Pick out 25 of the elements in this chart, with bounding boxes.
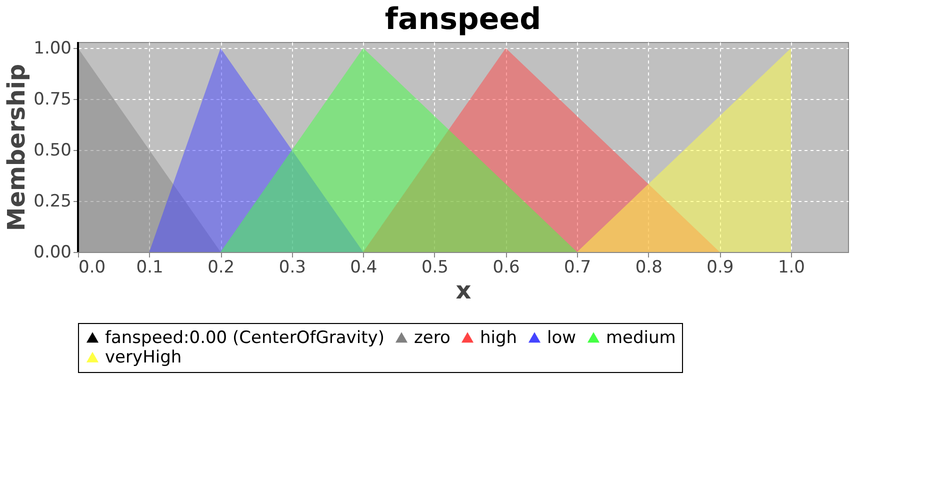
legend-label: high <box>480 328 518 348</box>
legend-label: zero <box>414 328 450 348</box>
y-tick-label: 0.75 <box>34 90 72 110</box>
x-tick-label: 0.0 <box>78 258 106 278</box>
x-tick-label: 0.5 <box>421 258 449 278</box>
x-tick-label: 0.2 <box>208 258 235 278</box>
x-axis-title: x <box>456 276 472 304</box>
x-tick-label: 0.9 <box>706 258 734 278</box>
legend-label: fanspeed:0.00 (CenterOfGravity) <box>105 328 384 348</box>
x-tick-label: 1.0 <box>778 258 805 278</box>
y-tick-label: 0.50 <box>34 140 72 161</box>
y-tick-label: 0.25 <box>34 192 72 212</box>
y-tick-label: 1.00 <box>34 38 72 59</box>
legend-label: medium <box>606 328 676 348</box>
x-tick-label: 0.3 <box>278 258 306 278</box>
x-tick-label: 0.6 <box>492 258 520 278</box>
legend-label: low <box>547 328 576 348</box>
x-tick-label: 0.4 <box>350 258 378 278</box>
y-axis-title: Membership <box>2 64 31 232</box>
x-tick-label: 0.7 <box>564 258 592 278</box>
chart-title: fanspeed <box>384 2 542 38</box>
x-tick-label: 0.8 <box>635 258 662 278</box>
x-tick-label: 0.1 <box>136 258 164 278</box>
legend-label: veryHigh <box>105 348 182 368</box>
y-tick-label: 0.00 <box>34 242 72 262</box>
